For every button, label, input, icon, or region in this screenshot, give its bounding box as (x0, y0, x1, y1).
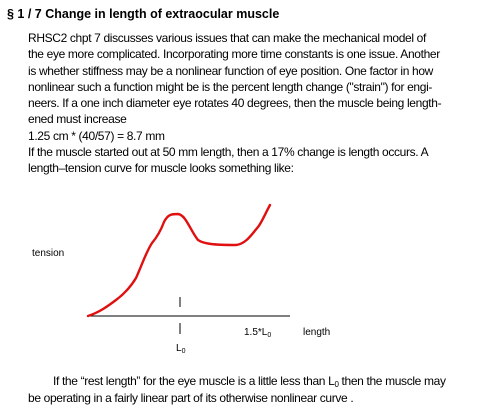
text-line: If the muscle started out at 50 mm lengt… (28, 145, 429, 160)
rest-length-subscript: 0 (182, 348, 186, 355)
extended-length-prefix: 1.5*L (244, 327, 268, 338)
text-line: the eye more complicated. Incorporating … (28, 47, 440, 62)
y-axis-label: tension (32, 248, 64, 259)
conclusion-paragraph: If the “rest length” for the eye muscle … (28, 373, 488, 407)
x-axis-label: length (303, 327, 330, 338)
rest-length-main: L (176, 343, 182, 354)
conclusion-line1-end: then the muscle may (338, 374, 446, 388)
length-tension-curve (86, 203, 272, 318)
text-line: length–tension curve for muscle looks so… (28, 161, 294, 176)
text-line: ened must increase (28, 112, 127, 127)
conclusion-line1-start: If the “rest length” for the eye muscle … (53, 374, 335, 388)
equation: 1.25 cm * (40/57) = 8.7 mm (28, 128, 165, 143)
text-line: be operating in a fairly linear part of … (28, 391, 354, 405)
text-line: nonlinear such a function might be is th… (28, 79, 433, 94)
page-title: § 1 / 7 Change in length of extraocular … (7, 7, 280, 21)
text-line: If the “rest length” for the eye muscle … (28, 373, 488, 390)
rest-length-subscript-inline: 0 (334, 380, 339, 389)
text-line: neers. If a one inch diameter eye rotate… (28, 96, 442, 111)
extended-length-subscript: 0 (267, 332, 271, 339)
extended-length-label: 1.5*L0 (244, 327, 271, 339)
rest-length-label: L0 (176, 343, 186, 355)
intro-paragraph: RHSC2 chpt 7 discusses various issues th… (28, 30, 488, 177)
text-line: RHSC2 chpt 7 discusses various issues th… (28, 31, 426, 45)
text-line: is whether stiffness may be a nonlinear … (28, 63, 433, 78)
